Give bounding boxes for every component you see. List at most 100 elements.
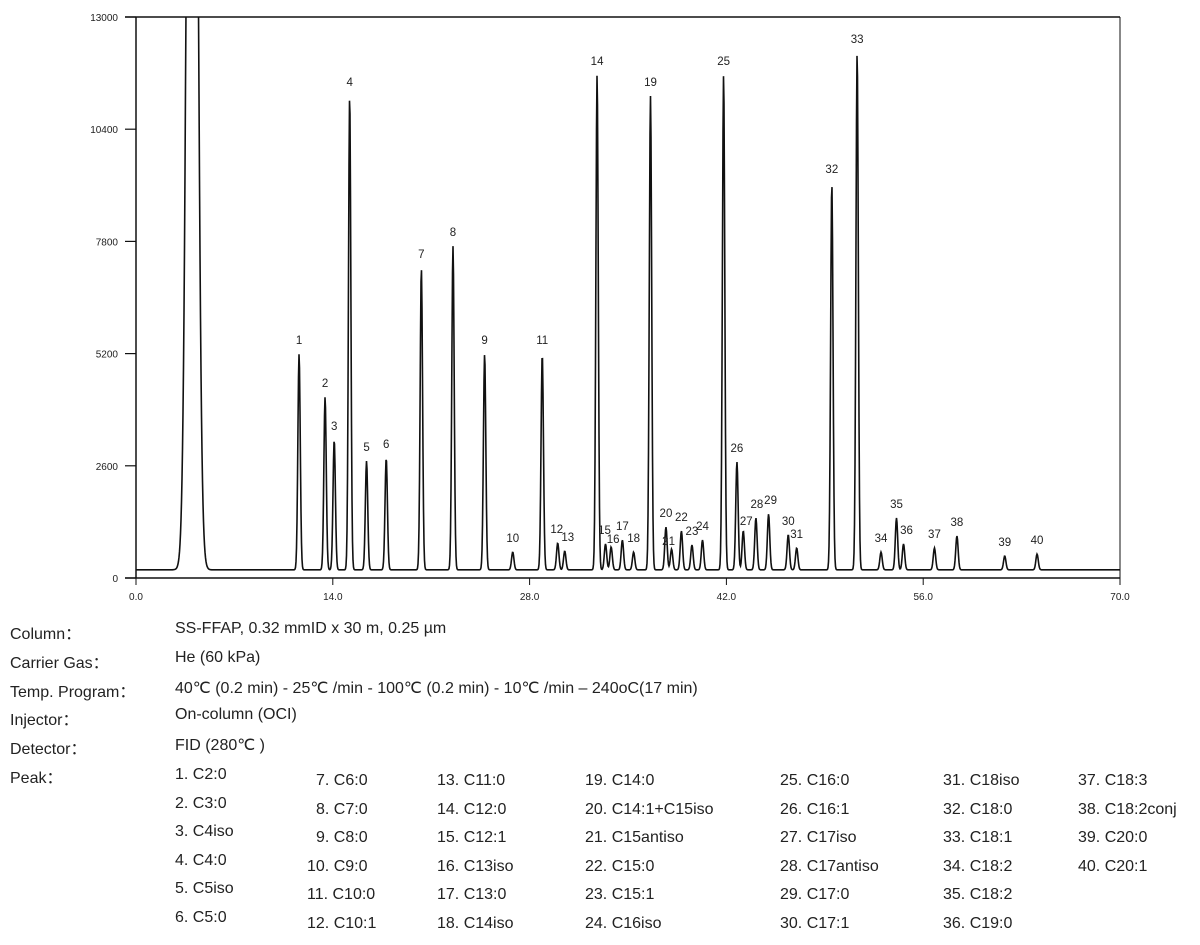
y-tick-label: 5200 (96, 350, 119, 361)
peak-list-item: 9. C8:0 (316, 829, 368, 846)
peak-list-item: 28. C17antiso (780, 857, 879, 875)
peak-label-37: 37 (928, 529, 941, 541)
peak-label-2: 2 (322, 378, 328, 390)
peak-list-item: 32. C18:0 (943, 800, 1013, 818)
peak-label-23: 23 (686, 526, 699, 538)
peak-list-item: 21. C15antiso (585, 829, 684, 846)
peak-label-8: 8 (450, 227, 456, 239)
peak-label-18: 18 (627, 533, 640, 545)
peak-list-item: 26. C16:1 (780, 800, 850, 818)
peak-list-item: 35. C18:2 (943, 886, 1013, 903)
y-tick-label: 2600 (96, 462, 119, 473)
peak-label-9: 9 (481, 335, 487, 347)
peak-label-34: 34 (875, 533, 888, 545)
peak-list-item: 10. C9:0 (307, 857, 368, 875)
peak-label-38: 38 (951, 517, 964, 529)
peak-label-35: 35 (890, 499, 903, 511)
peak-list-item: 12. C10:1 (307, 914, 377, 932)
peak-list-item: 22. C15:0 (585, 857, 655, 875)
peak-label-14: 14 (591, 56, 604, 68)
peak-list-item: 11. C10:0 (307, 886, 376, 903)
peak-label-29: 29 (764, 495, 777, 507)
y-tick-label: 10400 (90, 125, 118, 136)
injector-value: On-column (OCI) (175, 706, 297, 723)
peak-list-item: 5. C5iso (175, 880, 234, 897)
temp-label: Temp. Program： (10, 684, 136, 701)
peak-label-25: 25 (717, 56, 730, 68)
peak-list-item: 23. C15:1 (585, 886, 655, 903)
peak-label-11: 11 (536, 335, 548, 347)
injector-label: Injector： (10, 712, 79, 729)
x-tick-label: 14.0 (323, 592, 343, 603)
x-tick-label: 0.0 (129, 592, 143, 603)
peak-label-12: 12 (550, 524, 563, 536)
peak-label-31: 31 (790, 529, 803, 541)
peak-list-item: 24. C16iso (585, 914, 662, 932)
peak-label-27: 27 (740, 516, 753, 528)
column-label: Column： (10, 626, 82, 643)
carrier-value: He (60 kPa) (175, 649, 261, 666)
peak-list-item: 19. C14:0 (585, 772, 655, 789)
peak-list-item: 16. C13iso (437, 857, 514, 875)
peak-list-item: 4. C4:0 (175, 851, 227, 869)
peak-label-26: 26 (731, 443, 744, 455)
peak-list-item: 14. C12:0 (437, 800, 507, 818)
chromatogram-trace (136, 17, 1120, 571)
peak-list-item: 30. C17:1 (780, 914, 850, 932)
peak-label-1: 1 (296, 335, 302, 347)
peak-list-item: 7. C6:0 (316, 772, 368, 789)
peak-list-item: 8. C7:0 (316, 800, 368, 818)
peak-list-item: 18. C14iso (437, 914, 514, 932)
peak-label-22: 22 (675, 512, 688, 524)
peak-label-28: 28 (751, 499, 764, 511)
peak-label-5: 5 (363, 442, 369, 454)
y-tick-label: 0 (112, 574, 118, 585)
peak-list-item: 13. C11:0 (437, 772, 506, 789)
peak-list-item: 27. C17iso (780, 829, 857, 846)
peak-label-15: 15 (598, 525, 611, 537)
peak-list-item: 38. C18:2conj (1078, 800, 1177, 818)
peak-list-item: 1. C2:0 (175, 766, 227, 783)
peak-list-item: 6. C5:0 (175, 908, 227, 926)
peak-label-7: 7 (418, 249, 424, 261)
peak-list-item: 36. C19:0 (943, 914, 1013, 932)
peak-list-item: 25. C16:0 (780, 772, 850, 789)
y-tick-label: 7800 (96, 237, 119, 248)
peak-label-13: 13 (561, 532, 574, 544)
x-tick-label: 70.0 (1110, 592, 1130, 603)
temp-value: 40℃ (0.2 min) - 25℃ /min - 100℃ (0.2 min… (175, 680, 698, 697)
x-tick-label: 42.0 (717, 592, 737, 603)
peak-list-item: 3. C4iso (175, 823, 234, 840)
peak-list-item: 15. C12:1 (437, 829, 507, 846)
peak-label-40: 40 (1031, 535, 1044, 547)
y-tick-label: 13000 (90, 13, 118, 24)
peak-label-17: 17 (616, 521, 629, 533)
peak-label-16: 16 (607, 534, 620, 546)
x-tick-label: 28.0 (520, 592, 540, 603)
peak-list-item: 20. C14:1+C15iso (585, 800, 714, 818)
peak-list-item: 29. C17:0 (780, 886, 850, 903)
peak-list-item: 31. C18iso (943, 772, 1020, 789)
peak-label-19: 19 (644, 77, 657, 89)
axes (125, 16, 1121, 579)
column-value: SS-FFAP, 0.32 mmID x 30 m, 0.25 µm (175, 620, 447, 637)
peak-list-item: 33. C18:1 (943, 829, 1013, 846)
peak-label-6: 6 (383, 439, 389, 451)
peak-list-item: 39. C20:0 (1078, 829, 1148, 846)
peak-list-item: 37. C18:3 (1078, 772, 1148, 789)
peak-label-24: 24 (696, 521, 709, 533)
peak-label: Peak： (10, 770, 63, 787)
peak-label-39: 39 (998, 537, 1011, 549)
peak-label-20: 20 (660, 508, 673, 520)
peak-label-10: 10 (506, 533, 519, 545)
peak-list-item: 2. C3:0 (175, 794, 227, 812)
peak-list-item: 40. C20:1 (1078, 857, 1148, 875)
peak-label-32: 32 (825, 164, 838, 176)
x-tick-label: 56.0 (913, 592, 933, 603)
chromatogram-chart: 0.0 14.0 28.0 42.0 56.0 70.002600520078001040… (90, 13, 1130, 603)
peak-label-21: 21 (662, 536, 675, 548)
detector-value: FID (280℃ ) (175, 737, 265, 754)
peak-list-item: 34. C18:2 (943, 857, 1013, 875)
carrier-label: Carrier Gas： (10, 655, 109, 672)
peak-list-item: 17. C13:0 (437, 886, 507, 903)
